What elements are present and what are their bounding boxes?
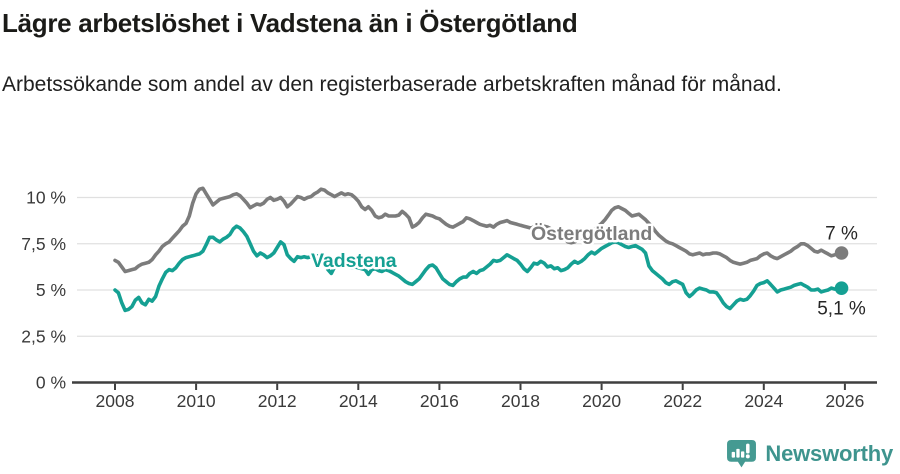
x-axis-tick-label: 2026 xyxy=(825,391,864,411)
series-end-dot-vadstena xyxy=(834,281,849,295)
chart-title: Lägre arbetslöshet i Vadstena än i Öster… xyxy=(2,8,578,38)
brand-name: Newsworthy xyxy=(765,441,893,466)
series-line-östergötland xyxy=(113,186,844,274)
x-axis-tick-label: 2010 xyxy=(177,391,216,411)
x-axis-tick-label: 2016 xyxy=(420,391,459,411)
y-axis-tick-label: 10 % xyxy=(26,188,66,208)
series-label-vadstena: Vadstena xyxy=(311,250,397,272)
series-end-value-label: 7 % xyxy=(825,224,858,245)
y-axis-tick-label: 2,5 % xyxy=(21,326,66,346)
series-line-vadstena xyxy=(113,224,844,313)
brand-footer: Newsworthy xyxy=(726,439,893,469)
series-label-östergötland: Östergötland xyxy=(531,222,652,245)
x-axis-tick-label: 2012 xyxy=(258,391,297,411)
x-axis-tick-label: 2024 xyxy=(744,391,783,411)
series-end-dot-östergötland xyxy=(834,246,849,260)
chart-subtitle: Arbetssökande som andel av den registerb… xyxy=(2,73,782,96)
newsworthy-bubble-chart-icon xyxy=(727,440,757,468)
y-axis-tick-label: 7,5 % xyxy=(21,234,66,254)
x-axis-tick-label: 2018 xyxy=(501,391,540,411)
x-axis-tick-label: 2014 xyxy=(339,391,378,411)
series-end-value-label: 5,1 % xyxy=(817,299,866,320)
x-axis-tick-label: 2022 xyxy=(663,391,702,411)
y-axis-tick-label: 0 % xyxy=(36,373,66,393)
x-axis-tick-label: 2020 xyxy=(582,391,621,411)
y-axis-tick-label: 5 % xyxy=(36,280,66,300)
x-axis-tick-label: 2008 xyxy=(96,391,135,411)
